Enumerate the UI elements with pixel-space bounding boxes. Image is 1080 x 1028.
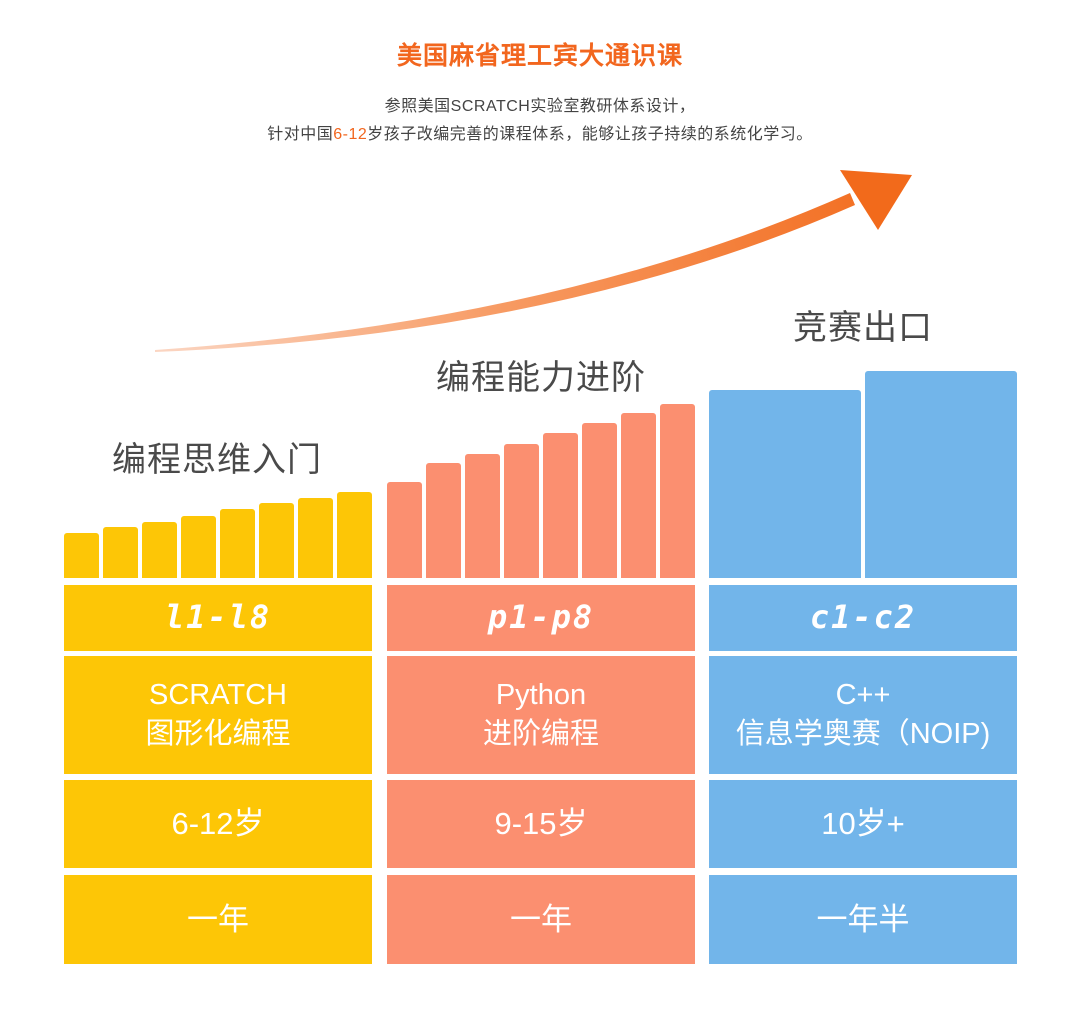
subtitle-line-1: 参照美国SCRATCH实验室教研体系设计， [384, 98, 696, 115]
age-cell: 6-12岁 [64, 780, 372, 868]
age-cell: 10岁+ [709, 780, 1017, 868]
subtitle-line-2-end: 岁孩子改编完善的课程体系，能够让孩子持续的系统化学习。 [367, 126, 813, 143]
language-cell: C++ 信息学奥赛（NOIP) [709, 656, 1017, 774]
level-bar [298, 498, 333, 578]
level-bar [543, 433, 578, 578]
subtitle-line-2: 针对中国6-12岁孩子改编完善的课程体系，能够让孩子持续的系统化学习。 [0, 120, 1080, 144]
level-bar [259, 503, 294, 578]
level-code-cell: p1-p8 [387, 585, 695, 651]
level-bar [387, 482, 422, 578]
level-bar [220, 509, 255, 578]
level-bar [64, 533, 99, 578]
growth-arrow-shaft [155, 193, 855, 352]
level-bar [582, 423, 617, 578]
level-bar [504, 444, 539, 578]
language-name: SCRATCH [148, 678, 288, 711]
growth-arrow-head [840, 170, 912, 230]
level-bar [709, 390, 861, 578]
stage-title-intro: 编程思维入门 [112, 441, 322, 479]
level-bar [181, 516, 216, 578]
language-name: Python [495, 678, 587, 711]
duration-cell: 一年半 [709, 875, 1017, 964]
language-desc: 信息学奥赛（NOIP) [735, 718, 991, 750]
level-code-cell: c1-c2 [709, 585, 1017, 651]
language-desc: 进阶编程 [482, 718, 599, 750]
page-title: 美国麻省理工宾大通识课 [396, 42, 683, 70]
age-cell: 9-15岁 [387, 780, 695, 868]
stage-title-competition: 竞赛出口 [793, 309, 933, 347]
level-bar [865, 371, 1017, 578]
level-bar [426, 463, 461, 578]
subtitle-line-2-start: 针对中国 [267, 126, 334, 143]
level-bar [103, 527, 138, 578]
duration-cell: 一年 [64, 875, 372, 964]
level-bar [621, 413, 656, 578]
level-bar [660, 404, 695, 578]
language-desc: 图形化编程 [145, 718, 291, 750]
language-cell: Python 进阶编程 [387, 656, 695, 774]
age-range-highlight: 6-12 [333, 126, 368, 143]
duration-cell: 一年 [387, 875, 695, 964]
stage-title-advanced: 编程能力进阶 [436, 359, 646, 397]
level-bar [465, 454, 500, 578]
level-code-cell: l1-l8 [64, 585, 372, 651]
language-name: C++ [835, 678, 891, 711]
level-bar [337, 492, 372, 578]
language-cell: SCRATCH 图形化编程 [64, 656, 372, 774]
level-bar [142, 522, 177, 578]
